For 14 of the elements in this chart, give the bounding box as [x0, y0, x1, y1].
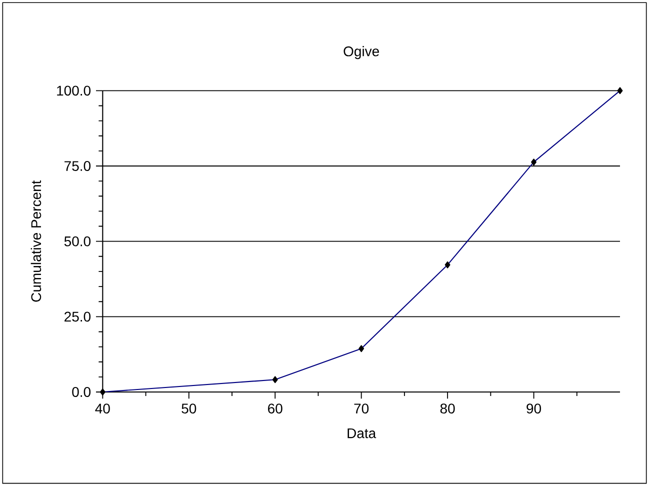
x-axis-title: Data	[348, 428, 376, 438]
chart-title: Ogive	[344, 46, 379, 60]
x-tick-label: 40	[95, 404, 110, 414]
x-tick-label: 50	[182, 404, 196, 414]
y-tick-label: 0.0	[72, 387, 91, 397]
x-tick-label: 70	[354, 404, 369, 414]
y-axis-title: Cumulative Percent	[30, 180, 42, 302]
x-tick-label: 60	[268, 404, 282, 414]
y-tick-label: 25.0	[64, 312, 91, 322]
x-tick-label: 80	[440, 404, 455, 414]
x-tick-label: 90	[526, 404, 542, 414]
y-tick-label: 100.0	[57, 86, 91, 96]
y-tick-label: 75.0	[64, 161, 91, 171]
y-tick-label: 50.0	[64, 236, 91, 246]
